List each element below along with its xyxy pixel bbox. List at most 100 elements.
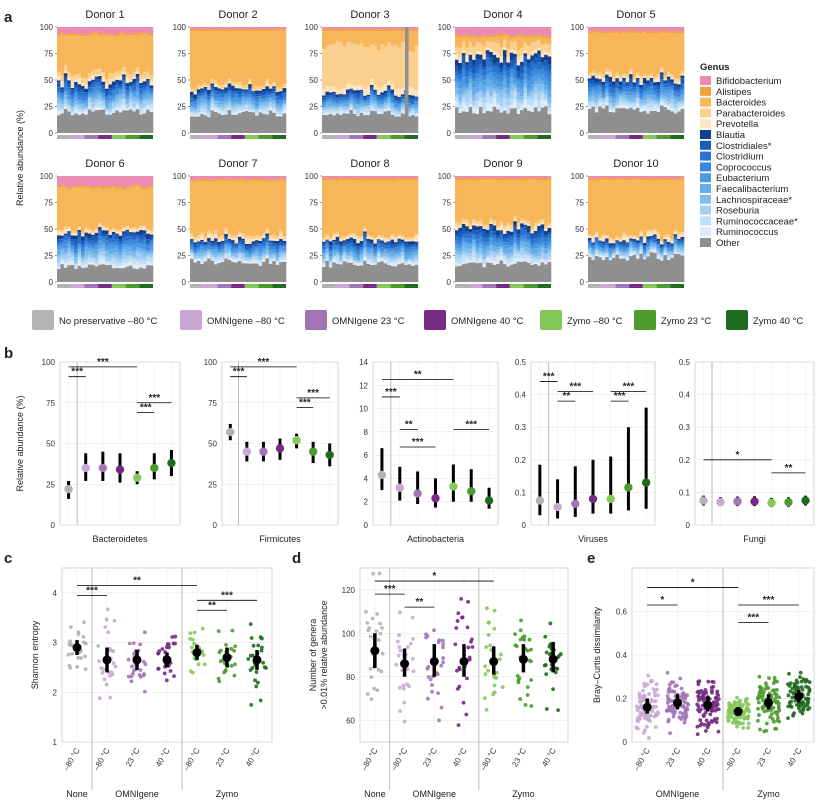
stack-segment: [618, 75, 623, 79]
stack-segment: [660, 98, 664, 101]
stack-segment: [328, 27, 333, 29]
stack-segment: [349, 233, 354, 236]
stack-segment: [527, 27, 531, 36]
stack-segment: [370, 248, 374, 250]
condition-strip: [482, 284, 497, 288]
stack-segment: [332, 31, 337, 45]
stack-segment: [472, 64, 476, 74]
stack-segment: [111, 89, 116, 92]
stack-segment: [622, 104, 627, 109]
stack-segment: [411, 262, 415, 266]
stack-segment: [105, 260, 109, 263]
stack-segment: [328, 176, 333, 179]
stack-segment: [646, 33, 651, 76]
stack-segment: [547, 81, 552, 91]
stack-segment: [465, 226, 470, 232]
stack-segment: [356, 260, 361, 261]
condition-strip: [615, 284, 630, 288]
stack-segment: [513, 99, 518, 109]
stack-segment: [322, 107, 326, 109]
stack-segment: [332, 178, 337, 181]
stack-segment: [349, 176, 354, 179]
stack-segment: [272, 259, 277, 261]
stack-segment: [108, 79, 113, 85]
stack-segment: [666, 241, 671, 244]
stack-segment: [139, 108, 144, 113]
stack-segment: [275, 96, 280, 101]
stack-segment: [196, 85, 201, 89]
stack-segment: [407, 258, 412, 260]
stack-segment: [642, 242, 647, 246]
stack-segment: [335, 176, 340, 179]
condition-strip: [258, 284, 273, 288]
stack-segment: [111, 242, 116, 245]
stack-segment: [588, 253, 592, 255]
stack-segment: [108, 257, 113, 262]
stack-segment: [115, 97, 120, 102]
stack-segment: [414, 116, 419, 133]
stack-segment: [111, 228, 116, 231]
stack-segment: [407, 259, 412, 261]
stack-segment: [394, 44, 398, 90]
stack-segment: [77, 78, 82, 85]
stack-segment: [390, 239, 395, 245]
stack-segment: [397, 96, 402, 99]
stack-segment: [615, 108, 620, 133]
stack-segment: [489, 35, 494, 38]
genus-swatch: [700, 86, 711, 96]
stack-segment: [496, 33, 500, 36]
stack-segment: [400, 27, 405, 29]
stack-segment: [670, 85, 675, 87]
stack-segment: [275, 116, 280, 133]
stack-segment: [468, 79, 473, 84]
stack-segment: [461, 98, 466, 104]
stack-segment: [203, 83, 208, 86]
stack-segment: [115, 261, 120, 266]
stack-segment: [349, 95, 354, 98]
stack-segment: [503, 47, 507, 51]
stack-segment: [394, 178, 398, 181]
stack-segment: [605, 176, 609, 178]
stack-segment: [489, 41, 494, 50]
stack-segment: [149, 33, 154, 37]
stack-segment: [520, 179, 524, 219]
stack-segment: [359, 30, 364, 44]
median-point: [115, 465, 125, 474]
stack-segment: [258, 101, 263, 104]
stack-segment: [328, 109, 333, 113]
stack-segment: [224, 239, 229, 243]
stack-segment: [544, 230, 548, 236]
stack-segment: [279, 116, 283, 133]
stack-segment: [632, 177, 637, 180]
stack-segment: [108, 239, 113, 243]
stack-segment: [231, 30, 235, 82]
stack-segment: [359, 247, 364, 249]
stack-segment: [328, 265, 333, 268]
stack-segment: [196, 116, 201, 133]
condition-strip: [244, 135, 259, 139]
stack-segment: [94, 107, 99, 111]
stack-segment: [115, 88, 120, 95]
stack-segment: [282, 110, 287, 114]
stack-segment: [649, 252, 654, 282]
stack-segment: [108, 95, 113, 97]
stack-segment: [520, 254, 524, 259]
stack-segment: [224, 112, 229, 115]
stack-segment: [397, 88, 402, 97]
stack-segment: [220, 111, 225, 115]
stack-segment: [132, 227, 137, 230]
stack-segment: [339, 252, 343, 256]
stack-segment: [400, 28, 405, 32]
stack-segment: [513, 231, 518, 235]
stack-segment: [513, 50, 518, 54]
stack-segment: [125, 83, 130, 87]
stack-segment: [390, 250, 395, 252]
stack-segment: [383, 245, 388, 249]
stack-segment: [251, 29, 256, 32]
stack-segment: [227, 233, 232, 237]
stack-segment: [132, 186, 137, 228]
stack-segment: [84, 188, 89, 228]
condition-strip: [523, 284, 538, 288]
stack-segment: [356, 251, 361, 255]
stack-segment: [387, 262, 391, 265]
